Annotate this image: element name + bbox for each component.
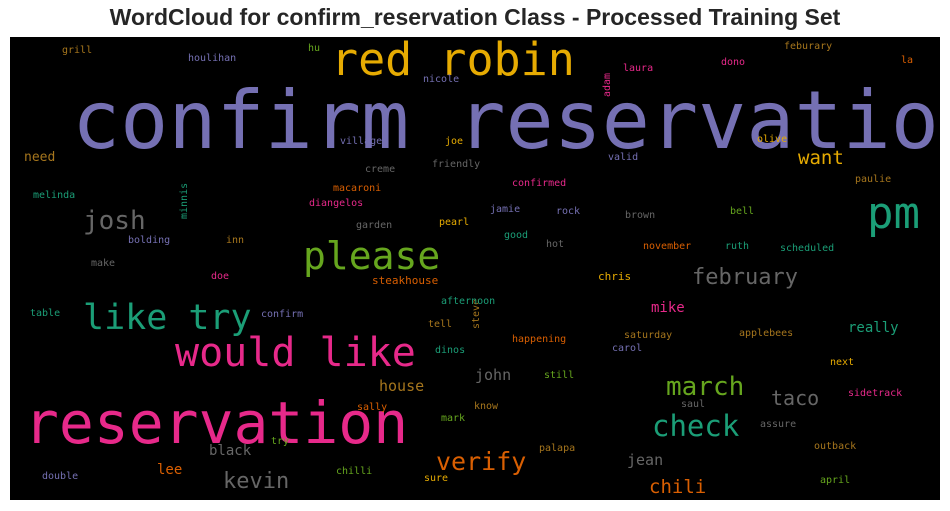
word-melinda: melinda xyxy=(33,190,76,201)
word-house: house xyxy=(379,377,425,395)
word-still: still xyxy=(544,370,575,381)
word-minnis: minnis xyxy=(179,182,190,219)
word-josh: josh xyxy=(83,206,146,236)
word-ruth: ruth xyxy=(725,241,750,252)
word-adam: adam xyxy=(602,72,613,98)
word-confirm: confirm xyxy=(261,309,304,320)
word-really: really xyxy=(848,320,899,336)
word-april: april xyxy=(820,475,851,486)
word-macaroni: macaroni xyxy=(333,183,382,194)
wordcloud-canvas: confirm reservation reservation red robin p… xyxy=(10,37,940,500)
word-like-try: like try xyxy=(83,298,252,338)
word-red-robin: red robin xyxy=(331,37,575,86)
word-chili: chili xyxy=(649,476,707,498)
word-nicole: nicole xyxy=(423,74,460,85)
word-table: table xyxy=(30,308,61,319)
word-olive: olive xyxy=(757,134,788,145)
word-creme: creme xyxy=(365,164,396,175)
word-jean: jean xyxy=(627,451,664,469)
word-brown: brown xyxy=(625,210,656,221)
word-dinos: dinos xyxy=(435,345,466,356)
word-doe: doe xyxy=(211,271,230,282)
word-steakhouse: steakhouse xyxy=(372,274,439,287)
word-diangelos: diangelos xyxy=(309,198,364,209)
word-february: february xyxy=(692,265,798,290)
chart-title: WordCloud for confirm_reservation Class … xyxy=(109,4,841,30)
word-hot: hot xyxy=(546,239,565,250)
word-chris: chris xyxy=(598,270,632,283)
word-saturday: saturday xyxy=(624,330,673,341)
word-applebees: applebees xyxy=(739,328,794,339)
word-good: good xyxy=(504,230,529,241)
word-taco: taco xyxy=(771,386,820,410)
word-joe: joe xyxy=(445,136,464,147)
word-march: march xyxy=(666,372,745,402)
word-friendly: friendly xyxy=(432,159,481,170)
word-valid: valid xyxy=(608,152,639,163)
word-november: november xyxy=(643,241,692,252)
word-make: make xyxy=(91,258,116,269)
word-sally: sally xyxy=(357,402,388,413)
word-happening: happening xyxy=(512,334,567,345)
word-know: know xyxy=(474,401,499,412)
word-mark: mark xyxy=(441,413,466,424)
word-outback: outback xyxy=(814,441,857,452)
word-sidetrack: sidetrack xyxy=(848,388,903,399)
word-next: next xyxy=(830,357,855,368)
word-sure: sure xyxy=(424,473,449,484)
word-pearl: pearl xyxy=(439,217,470,228)
word-afternoon: afternoon xyxy=(441,296,496,307)
word-paulie: paulie xyxy=(855,174,892,185)
word-would-like: would like xyxy=(175,330,416,376)
word-saul: saul xyxy=(681,399,706,410)
word-please: please xyxy=(303,234,441,278)
word-inn: inn xyxy=(226,235,245,246)
word-rock: rock xyxy=(556,206,581,217)
word-hu: hu xyxy=(308,43,321,54)
word-mike: mike xyxy=(651,300,685,316)
word-try: try xyxy=(271,436,290,447)
word-bolding: bolding xyxy=(128,235,171,246)
word-check: check xyxy=(652,409,740,443)
word-dono: dono xyxy=(721,57,746,68)
word-jamie: jamie xyxy=(490,204,521,215)
word-john: john xyxy=(475,366,512,384)
word-laura: laura xyxy=(623,63,654,74)
word-confirmed: confirmed xyxy=(512,178,567,189)
word-tell: tell xyxy=(428,319,453,330)
word-want: want xyxy=(798,147,844,169)
word-need: need xyxy=(24,150,56,165)
word-confirm-reservation: confirm reservation xyxy=(72,74,940,167)
word-village: village xyxy=(340,136,383,147)
word-la: la xyxy=(901,55,914,66)
word-lee: lee xyxy=(157,462,183,478)
word-assure: assure xyxy=(760,419,797,430)
word-pm: pm xyxy=(867,188,920,239)
word-kevin: kevin xyxy=(223,469,290,494)
word-verify: verify xyxy=(436,447,527,476)
word-feburary: feburary xyxy=(784,41,833,52)
word-double: double xyxy=(42,471,79,482)
word-carol: carol xyxy=(612,343,643,354)
word-palapa: palapa xyxy=(539,443,576,454)
word-black: black xyxy=(209,443,252,459)
word-scheduled: scheduled xyxy=(780,243,835,254)
word-bell: bell xyxy=(730,206,755,217)
word-garden: garden xyxy=(356,220,393,231)
word-reservation: reservation xyxy=(24,389,409,457)
word-grill: grill xyxy=(62,45,93,56)
word-houlihan: houlihan xyxy=(188,53,237,64)
word-chilli: chilli xyxy=(336,466,373,477)
